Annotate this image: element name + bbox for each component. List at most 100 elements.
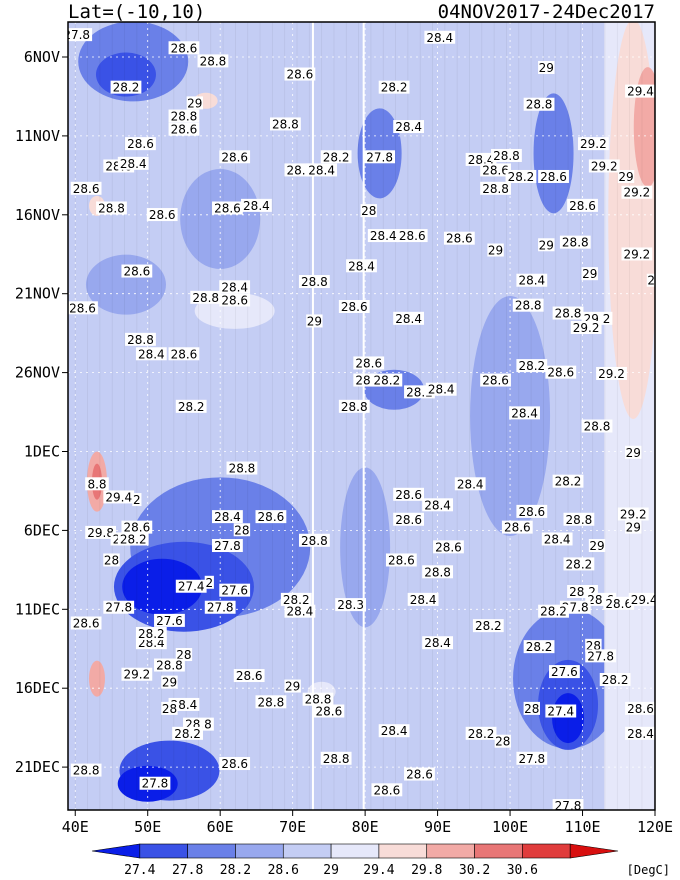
contour-label-bg	[360, 204, 377, 218]
contour-label: 28.4	[544, 532, 571, 546]
colorbar-label: 30.2	[459, 863, 490, 878]
contour-label: 29.2	[624, 247, 651, 261]
contour-label-bg	[393, 311, 425, 325]
contour-label-bg	[425, 382, 457, 396]
contour-label: 29.2	[123, 668, 150, 682]
contour-label: 28.3	[337, 598, 364, 612]
contour-label-bg	[480, 163, 511, 177]
x-tick-label: 120E	[637, 818, 673, 836]
contour-label: 28.6	[540, 170, 567, 184]
contour-label: 28.8	[493, 149, 520, 163]
contour-label-bg	[588, 539, 606, 553]
warm-region	[88, 660, 105, 697]
colorbar-swatch	[282, 843, 332, 859]
contour-label-bg	[280, 592, 312, 606]
colorbar-label: 30.6	[507, 863, 538, 878]
contour-label-bg	[154, 613, 185, 627]
contour-label: 28.6	[73, 182, 100, 196]
contour-label: 29.4	[105, 490, 132, 504]
contour-label-bg	[465, 152, 497, 166]
contour-label: 28.8	[127, 333, 154, 347]
contour-label: 28.6	[171, 123, 198, 137]
contour-label: 28.6	[221, 757, 248, 771]
contour-label: 2	[133, 493, 141, 507]
contour-label: 29	[162, 676, 177, 690]
contour-label-bg	[588, 159, 620, 173]
contour-label-bg	[443, 231, 475, 245]
contour-label: 28.8	[323, 752, 350, 766]
contour-label-bg	[480, 181, 511, 195]
contour-label-bg	[335, 598, 367, 612]
colorbar-swatch	[522, 843, 571, 859]
contour-label-bg	[117, 532, 149, 546]
contour-label: 29	[187, 96, 202, 110]
cool-region	[180, 169, 261, 269]
contour-label-bg	[367, 229, 399, 243]
contour-label-bg	[306, 314, 323, 328]
contour-label: 27.8	[587, 649, 614, 663]
x-tick-label: 110E	[564, 818, 600, 836]
contour-label-bg	[103, 490, 135, 504]
cool-region	[533, 93, 574, 214]
contour-label-bg	[516, 751, 548, 765]
contour-label-bg	[516, 359, 548, 373]
x-tick-label: 60E	[207, 818, 234, 836]
colorbar-unit: [DegC]	[627, 863, 670, 877]
contour-label: 28.4	[428, 383, 455, 397]
contour-label: 28.2	[174, 727, 201, 741]
contour-label-bg	[501, 520, 533, 534]
contour-label-bg	[364, 150, 396, 164]
contour-label-bg	[219, 280, 251, 294]
contour-label: 27.8	[105, 601, 132, 615]
contour-label: 28.4	[221, 280, 248, 294]
contour-label-bg	[509, 406, 540, 420]
contour-label-bg	[538, 60, 555, 74]
contour-label-bg	[270, 117, 301, 131]
contour-label: 28.4	[214, 510, 241, 524]
contour-label: 27.8	[214, 539, 241, 553]
contour-label-bg	[491, 148, 522, 162]
contour-label-bg	[625, 726, 655, 740]
contour-label-bg	[563, 512, 595, 526]
contour-label: 28.2	[518, 359, 545, 373]
contour-label-bg	[204, 600, 236, 614]
contour-label-bg	[422, 636, 453, 650]
contour-label-bg	[68, 28, 93, 42]
contour-label-bg	[621, 185, 653, 199]
contour-label: 29	[626, 446, 641, 460]
axes: 40E 50E 60E 70E 80E 90E 100E 110E 120E 6NOV 11NOV 1…	[15, 21, 673, 836]
contour-label-bg	[154, 658, 185, 672]
contour-label-bg	[371, 783, 403, 797]
contour-label: 28.8	[229, 462, 256, 476]
contour-label-bg	[563, 557, 595, 571]
y-tick-label: 11NOV	[15, 127, 60, 145]
contour-label: 28.6	[258, 510, 285, 524]
contour-label: 28.8	[562, 236, 589, 250]
contour-label-bg	[172, 726, 203, 740]
contour-label-bg	[625, 701, 655, 715]
contour-label: 28.4	[120, 157, 147, 171]
contour-label: 28.6	[73, 617, 100, 631]
contour-label-bg	[161, 675, 178, 689]
contour-label: 28.2	[113, 81, 140, 95]
contour-label: 8.8	[87, 477, 106, 491]
y-tick-label: 26NOV	[15, 364, 60, 382]
contour-label-bg	[233, 523, 251, 537]
contour-label: 28.4	[424, 498, 451, 512]
contour-label: 28	[495, 735, 510, 749]
contour-label-bg	[186, 96, 204, 110]
contour-label-bg	[168, 41, 200, 55]
contour-label: 28.2	[138, 627, 165, 641]
contour-label-bg	[472, 619, 504, 633]
contour-label-bg	[538, 238, 555, 252]
contour-label-bg	[393, 120, 425, 134]
contour-label: 28.8	[482, 182, 509, 196]
contour-label: 28.4	[395, 120, 422, 134]
colorbar-label: 29	[323, 863, 339, 878]
contour-label: 28.6	[214, 201, 241, 215]
contour-label-bg	[523, 640, 555, 654]
contour-label-bg	[338, 299, 370, 313]
contour-label: 28.6	[236, 669, 263, 683]
contour-label-bg	[385, 553, 417, 567]
colorbar-swatch	[330, 843, 380, 859]
